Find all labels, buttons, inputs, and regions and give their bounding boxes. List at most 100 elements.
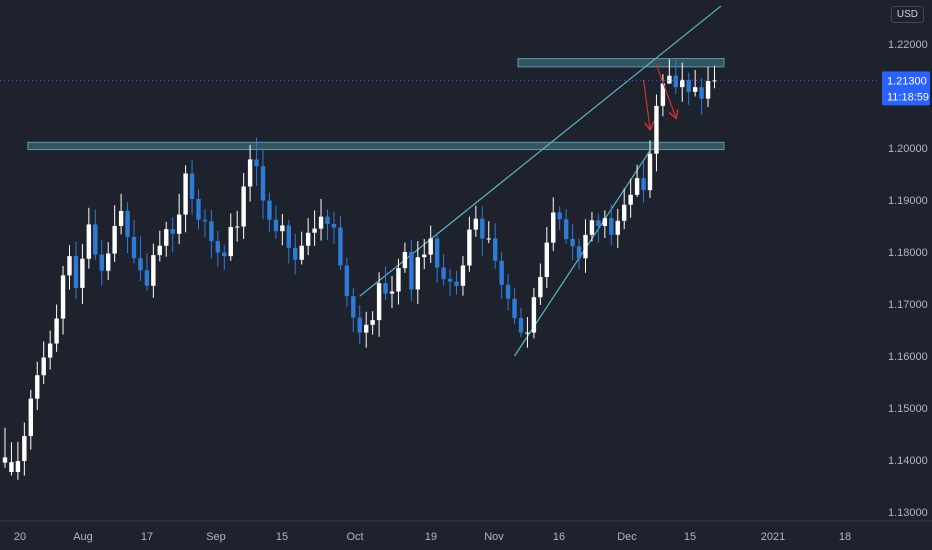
candle <box>196 189 201 230</box>
candle <box>563 209 569 244</box>
y-tick-label: 1.18000 <box>888 247 928 259</box>
candle <box>189 159 195 216</box>
currency-label[interactable]: USD <box>890 6 924 23</box>
candle <box>673 60 678 94</box>
candle-body <box>486 238 491 240</box>
candle-body <box>538 276 543 298</box>
x-tick-label: 17 <box>141 531 153 543</box>
candle <box>551 197 556 251</box>
candle <box>15 441 21 480</box>
candle <box>338 216 343 271</box>
candle <box>499 252 504 299</box>
x-tick-label: 2021 <box>761 531 785 543</box>
candle <box>28 389 33 450</box>
candle <box>570 223 575 261</box>
candle-body <box>680 79 685 88</box>
candle-body <box>331 223 337 228</box>
candle-body <box>131 236 137 259</box>
candle-body <box>67 256 72 276</box>
candle <box>254 137 259 186</box>
candle-body <box>389 291 395 294</box>
candle <box>364 311 369 348</box>
candle <box>454 270 459 295</box>
candle-body <box>609 218 614 235</box>
candle <box>209 209 214 259</box>
candle <box>422 239 427 270</box>
candle-body <box>673 75 678 88</box>
candle-body <box>357 317 362 333</box>
current-price-label: 1.21300 <box>887 75 927 87</box>
candle <box>86 207 92 269</box>
candle <box>602 210 608 238</box>
candle <box>467 216 472 272</box>
candle <box>293 233 298 275</box>
candle-body <box>164 229 169 246</box>
candle-body <box>493 238 498 261</box>
candle-body <box>15 461 21 472</box>
candle <box>609 204 614 246</box>
candle <box>434 232 440 283</box>
candle <box>260 150 266 220</box>
candle-body <box>622 204 627 221</box>
trendline <box>359 5 722 297</box>
candle-body <box>93 224 98 255</box>
candle-body <box>99 254 104 271</box>
candle <box>202 208 208 237</box>
candle-body <box>383 283 388 294</box>
candle-body <box>415 257 420 290</box>
candle-body <box>305 232 311 246</box>
candle <box>331 211 337 244</box>
candle <box>73 241 79 300</box>
candle <box>409 240 414 302</box>
candle <box>686 72 691 105</box>
candle-body <box>280 225 285 232</box>
candle-body <box>293 247 298 260</box>
candle <box>9 442 14 476</box>
candle <box>428 225 433 263</box>
candle-body <box>241 186 246 227</box>
candle-body <box>299 245 304 260</box>
candle-body <box>434 238 440 268</box>
candle-body <box>441 267 446 280</box>
candle <box>667 59 672 85</box>
candle-body <box>28 398 33 437</box>
candle-body <box>596 220 601 226</box>
candle <box>589 211 595 242</box>
candle-body <box>151 255 156 286</box>
candle-body <box>647 153 653 191</box>
candle-body <box>499 260 504 285</box>
candle <box>692 70 698 97</box>
candle-body <box>118 210 124 226</box>
candle-body <box>112 226 117 254</box>
trendline <box>514 150 651 357</box>
candle <box>157 230 162 262</box>
candle-body <box>570 239 575 247</box>
x-tick-label: 16 <box>553 531 565 543</box>
candle <box>544 227 549 288</box>
candle-body <box>157 245 162 256</box>
candle-body <box>138 258 143 271</box>
candle <box>222 244 227 270</box>
candle <box>273 205 279 239</box>
x-tick-label: Dec <box>617 531 637 543</box>
candle-body <box>402 252 408 269</box>
candle <box>47 330 53 370</box>
candle-body <box>447 279 453 282</box>
candle-body <box>125 210 130 237</box>
candle <box>441 254 446 286</box>
candle <box>705 66 711 107</box>
y-tick-label: 1.20000 <box>888 143 928 155</box>
x-tick-label: 20 <box>14 531 26 543</box>
candle <box>473 205 479 237</box>
candle-body <box>247 159 253 187</box>
candle-body <box>376 283 382 321</box>
candle-body <box>60 275 66 319</box>
candle-body <box>2 457 8 463</box>
x-tick-label: 15 <box>684 531 696 543</box>
y-tick-label: 1.16000 <box>888 351 928 363</box>
candle-body <box>634 178 640 195</box>
candle <box>531 287 537 339</box>
candle-body <box>699 87 704 99</box>
